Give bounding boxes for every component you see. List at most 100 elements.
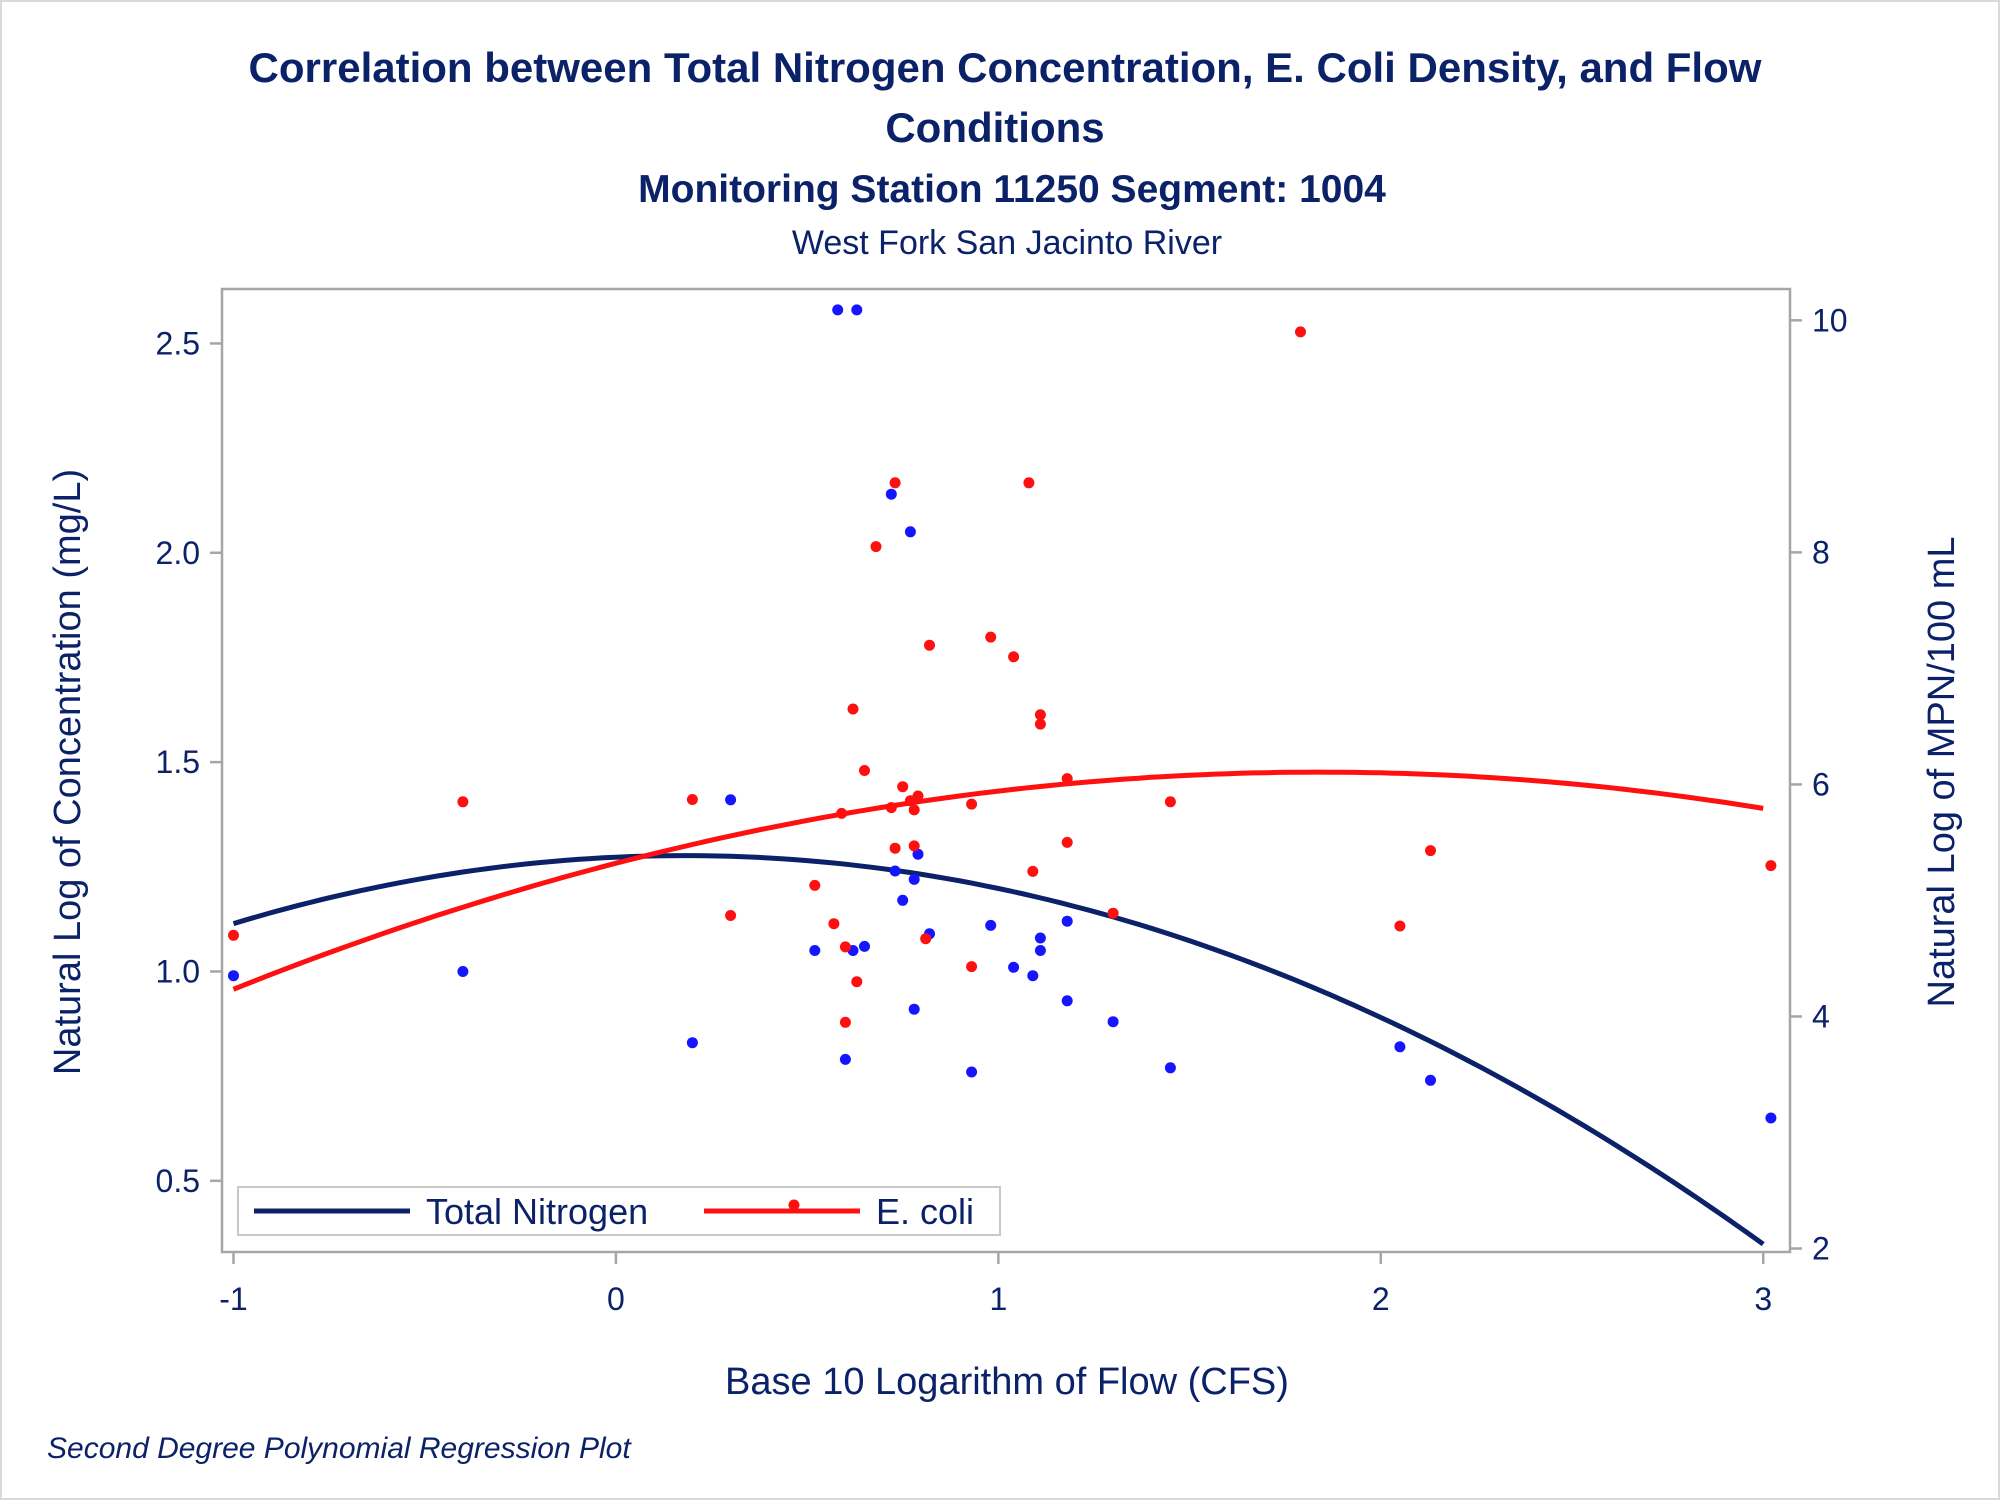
data-point-e-coli xyxy=(1425,845,1436,857)
data-point-e-coli xyxy=(912,790,924,802)
data-point-e-coli xyxy=(809,879,821,891)
data-point-e-coli xyxy=(1295,326,1306,338)
data-point-e-coli xyxy=(836,807,848,819)
data-point-e-coli xyxy=(1061,836,1073,848)
data-point-e-coli xyxy=(924,639,935,651)
data-point-e-coli xyxy=(1034,718,1046,730)
data-point-e-coli xyxy=(847,703,859,715)
data-point-e-coli xyxy=(966,798,978,810)
data-point-total-nitrogen xyxy=(809,945,821,956)
data-point-total-nitrogen xyxy=(1061,995,1073,1007)
data-point-total-nitrogen xyxy=(457,966,469,977)
legend-label-e-coli: E. coli xyxy=(876,1191,974,1232)
data-point-total-nitrogen xyxy=(1394,1041,1406,1053)
data-point-e-coli xyxy=(1023,477,1035,489)
y-right-tick-label: 6 xyxy=(1812,766,1830,802)
y-right-tick-label: 8 xyxy=(1812,534,1830,570)
data-point-e-coli xyxy=(228,929,239,941)
data-point-total-nitrogen xyxy=(885,488,897,500)
y-axis-left-label: Natural Log of Concentration (mg/L) xyxy=(47,469,89,1075)
data-point-e-coli xyxy=(908,840,920,852)
data-point-total-nitrogen xyxy=(1107,1016,1119,1028)
data-point-e-coli xyxy=(966,961,978,973)
data-point-total-nitrogen xyxy=(908,1003,920,1015)
data-point-total-nitrogen xyxy=(832,304,844,316)
data-point-e-coli xyxy=(851,976,863,988)
y-left-tick-label: 1.5 xyxy=(156,744,200,780)
data-point-e-coli xyxy=(828,918,840,930)
chart-footnote: Second Degree Polynomial Regression Plot xyxy=(47,1432,632,1465)
x-tick-label: 3 xyxy=(1754,1281,1772,1317)
data-point-e-coli xyxy=(885,802,897,814)
data-point-total-nitrogen xyxy=(912,848,924,860)
data-point-total-nitrogen xyxy=(1008,961,1020,973)
regression-curve-total-nitrogen xyxy=(232,853,1765,1247)
y-right-tick-label: 2 xyxy=(1812,1231,1830,1267)
data-point-e-coli xyxy=(1027,865,1039,877)
data-point-e-coli xyxy=(839,941,851,953)
y-right-tick-label: 4 xyxy=(1812,998,1830,1034)
data-point-e-coli xyxy=(985,631,997,643)
chart-title-line2: Conditions xyxy=(885,104,1104,151)
data-point-e-coli xyxy=(725,910,737,921)
data-point-e-coli xyxy=(897,781,909,793)
data-point-total-nitrogen xyxy=(1027,970,1039,982)
data-point-total-nitrogen xyxy=(1034,945,1046,956)
x-tick-label: -1 xyxy=(219,1281,247,1317)
data-point-e-coli xyxy=(889,477,901,489)
data-point-total-nitrogen xyxy=(1061,915,1073,927)
data-point-total-nitrogen xyxy=(1164,1062,1176,1074)
y-right-tick-label: 10 xyxy=(1812,302,1848,338)
data-point-total-nitrogen xyxy=(908,873,920,885)
data-point-total-nitrogen xyxy=(1034,932,1046,944)
y-left-tick-label: 2.0 xyxy=(156,535,200,571)
data-point-total-nitrogen xyxy=(851,304,863,316)
chart-subtitle2: West Fork San Jacinto River xyxy=(792,224,1222,262)
data-point-total-nitrogen xyxy=(228,970,239,982)
data-point-e-coli xyxy=(889,842,901,854)
plot-area xyxy=(220,287,1792,1254)
data-point-e-coli xyxy=(1765,860,1777,872)
legend: Total Nitrogen E. coli xyxy=(237,1186,1001,1236)
data-point-total-nitrogen xyxy=(1425,1074,1436,1086)
y-left-tick-label: 1.0 xyxy=(156,953,200,989)
x-tick-label: 0 xyxy=(607,1281,625,1317)
x-tick-label: 2 xyxy=(1372,1281,1390,1317)
data-point-e-coli xyxy=(1034,709,1046,721)
scatter-points xyxy=(228,304,1777,1124)
data-point-total-nitrogen xyxy=(985,919,997,931)
data-point-total-nitrogen xyxy=(686,1037,698,1049)
data-point-e-coli xyxy=(839,1016,851,1028)
data-point-e-coli xyxy=(870,541,882,553)
data-point-e-coli xyxy=(1061,773,1073,785)
x-axis-label: Base 10 Logarithm of Flow (CFS) xyxy=(725,1361,1289,1403)
legend-label-total-nitrogen: Total Nitrogen xyxy=(426,1191,648,1232)
data-point-e-coli xyxy=(1394,920,1406,932)
regression-curve-e-coli xyxy=(232,769,1764,992)
data-point-e-coli xyxy=(457,796,469,808)
data-point-total-nitrogen xyxy=(904,526,916,538)
data-point-e-coli xyxy=(686,794,698,805)
y-axis-right-label: Natural Log of MPN/100 mL xyxy=(1921,536,1963,1007)
regression-curves xyxy=(232,769,1765,1247)
data-point-total-nitrogen xyxy=(859,940,870,952)
data-point-total-nitrogen xyxy=(1765,1112,1777,1124)
chart-subtitle: Monitoring Station 11250 Segment: 1004 xyxy=(638,168,1386,211)
data-point-e-coli xyxy=(920,933,932,945)
y-left-tick-label: 2.5 xyxy=(156,325,200,361)
data-point-e-coli xyxy=(1164,796,1176,808)
data-point-e-coli xyxy=(1008,651,1020,663)
data-point-e-coli xyxy=(908,804,920,816)
data-point-total-nitrogen xyxy=(725,794,737,806)
data-point-total-nitrogen xyxy=(839,1053,851,1065)
data-point-total-nitrogen xyxy=(897,894,909,906)
y-left-tick-label: 0.5 xyxy=(156,1163,200,1199)
legend-marker-e-coli xyxy=(788,1199,800,1211)
tick-layer: -1 0 1 2 3 0.5 1.0 1.5 2.0 2.5 2 4 6 8 10 xyxy=(156,302,1848,1317)
data-point-e-coli xyxy=(1107,907,1119,919)
data-point-total-nitrogen xyxy=(966,1066,978,1078)
data-point-total-nitrogen xyxy=(889,865,901,877)
data-point-e-coli xyxy=(859,765,870,776)
